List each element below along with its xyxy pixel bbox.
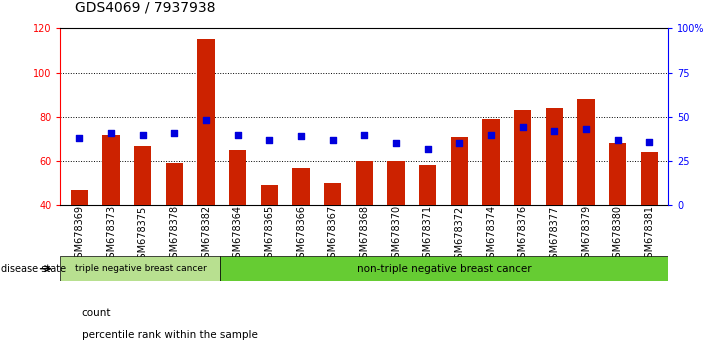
Bar [292,168,310,205]
Text: triple negative breast cancer: triple negative breast cancer [75,264,206,273]
Text: count: count [82,308,111,318]
Point [74,135,85,141]
Point [612,137,624,143]
Bar [641,152,658,205]
Bar [134,145,151,205]
Text: GSM678380: GSM678380 [613,205,623,264]
Point [201,118,212,123]
Text: GSM678365: GSM678365 [264,205,274,264]
Text: GSM678374: GSM678374 [486,205,496,264]
Bar [419,166,437,205]
Text: disease state: disease state [1,264,66,274]
Bar [70,190,88,205]
Text: percentile rank within the sample: percentile rank within the sample [82,330,257,339]
Text: GSM678376: GSM678376 [518,205,528,264]
Point [517,125,528,130]
Text: GSM678375: GSM678375 [138,205,148,264]
Bar [545,108,563,205]
Bar [514,110,531,205]
Bar [60,256,220,281]
Bar [609,143,626,205]
Bar [356,161,373,205]
Text: GSM678364: GSM678364 [232,205,242,264]
Text: GSM678379: GSM678379 [581,205,591,264]
Text: GSM678373: GSM678373 [106,205,116,264]
Point [295,133,306,139]
Text: GSM678369: GSM678369 [75,205,85,264]
Bar [229,150,247,205]
Point [454,141,465,146]
Text: GSM678377: GSM678377 [550,205,560,264]
Text: GSM678381: GSM678381 [644,205,654,264]
Text: GSM678382: GSM678382 [201,205,211,264]
Bar [482,119,500,205]
Text: GSM678370: GSM678370 [391,205,401,264]
Bar [102,135,119,205]
Point [643,139,655,144]
Point [390,141,402,146]
Text: GSM678368: GSM678368 [359,205,370,264]
Point [232,132,243,137]
Point [137,132,149,137]
Bar [261,185,278,205]
Bar [166,163,183,205]
Bar [324,183,341,205]
Point [358,132,370,137]
Text: GSM678367: GSM678367 [328,205,338,264]
Text: non-triple negative breast cancer: non-triple negative breast cancer [357,264,532,274]
Text: GSM678366: GSM678366 [296,205,306,264]
Text: GSM678371: GSM678371 [423,205,433,264]
Bar [387,161,405,205]
Text: GDS4069 / 7937938: GDS4069 / 7937938 [75,0,215,14]
Point [422,146,434,152]
Point [580,126,592,132]
Point [549,128,560,134]
Point [486,132,497,137]
Bar [220,256,668,281]
Point [327,137,338,143]
Point [264,137,275,143]
Bar [577,99,594,205]
Bar [198,39,215,205]
Text: GSM678372: GSM678372 [454,205,464,264]
Bar [451,137,468,205]
Point [105,130,117,136]
Text: GSM678378: GSM678378 [169,205,179,264]
Point [169,130,180,136]
